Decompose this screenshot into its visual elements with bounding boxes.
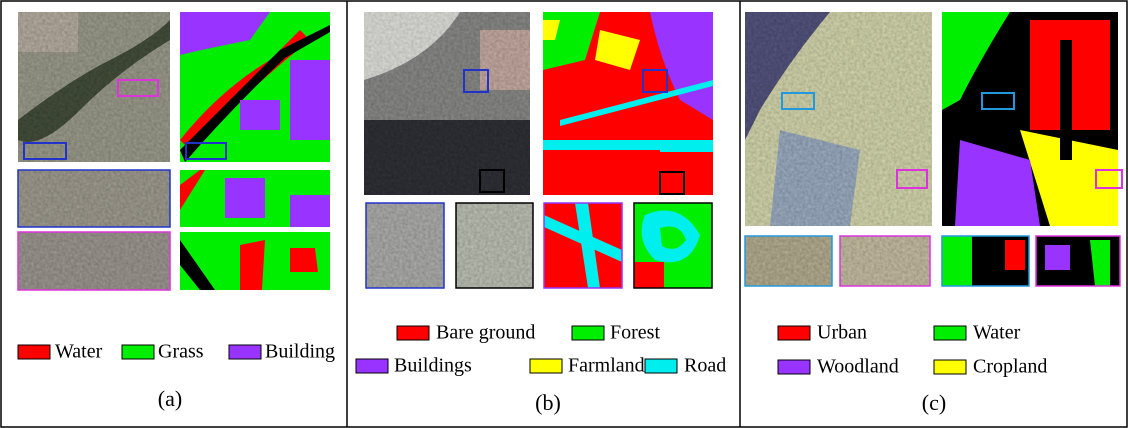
legend: Water Grass Building xyxy=(18,341,335,363)
legend-label: Building xyxy=(265,341,335,363)
legend-swatch xyxy=(18,345,50,359)
legend-swatch xyxy=(934,326,966,340)
panel-caption: (a) xyxy=(158,386,182,411)
segmentation-map xyxy=(180,12,330,290)
legend-swatch xyxy=(122,345,154,359)
legend-swatch xyxy=(778,326,810,340)
legend-swatch xyxy=(356,359,388,373)
legend: Urban Water Woodland Cropland xyxy=(778,322,1047,378)
legend-label: Grass xyxy=(158,341,204,363)
legend-label: Woodland xyxy=(817,356,899,378)
legend-label: Farmland xyxy=(568,355,645,377)
legend-swatch xyxy=(778,360,810,374)
panel-caption: (c) xyxy=(922,390,946,415)
satellite-image xyxy=(745,12,932,286)
legend-swatch xyxy=(530,359,562,373)
satellite-image xyxy=(364,12,533,288)
legend-label: Forest xyxy=(610,322,660,344)
segmentation-map xyxy=(942,12,1120,286)
legend-label: Water xyxy=(973,322,1021,344)
legend-label: Bare ground xyxy=(436,322,535,344)
legend: Bare ground Forest Buildings Farmland Ro… xyxy=(356,322,726,377)
legend-swatch xyxy=(397,326,429,340)
legend-label: Buildings xyxy=(394,355,472,377)
segmentation-map xyxy=(543,12,713,288)
legend-swatch xyxy=(645,359,677,373)
panel-caption: (b) xyxy=(535,390,561,415)
legend-swatch xyxy=(572,326,604,340)
legend-label: Water xyxy=(55,341,103,363)
legend-label: Cropland xyxy=(973,356,1047,378)
legend-swatch xyxy=(934,360,966,374)
legend-label: Urban xyxy=(817,322,867,344)
legend-swatch xyxy=(229,345,261,359)
satellite-image xyxy=(18,12,170,290)
legend-label: Road xyxy=(684,355,726,377)
figure: Water Grass Building Bare ground Forest … xyxy=(0,0,1128,428)
